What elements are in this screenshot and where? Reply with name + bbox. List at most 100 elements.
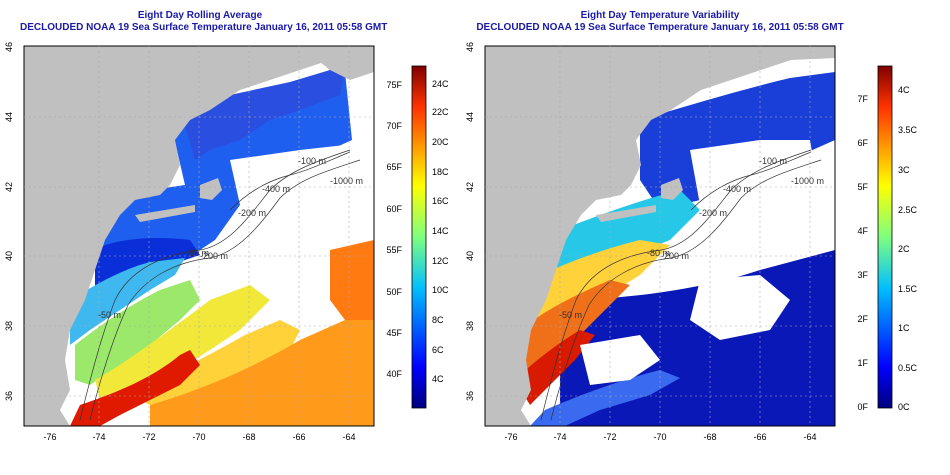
right-cbar-f-label: 2F (857, 314, 868, 324)
right-x-tick: -76 (504, 432, 517, 442)
right-land-cape-cod (661, 178, 683, 200)
right-ocean-blank-2 (690, 275, 790, 340)
right-x-axis: -76 -74 -72 -70 -68 -66 -64 (504, 432, 816, 442)
left-cbar-c-label: 8C (432, 315, 444, 325)
left-x-tick: -66 (292, 432, 305, 442)
right-cbar-c-label: 4C (898, 85, 910, 95)
left-contour-label-100: -100 m (298, 156, 326, 166)
right-land-long-island (596, 205, 656, 222)
right-cbar-f-label: 4F (857, 226, 868, 236)
right-x-tick: -64 (803, 432, 816, 442)
left-ocean-blank (230, 145, 352, 260)
left-title-line2: DECLOUDED NOAA 19 Sea Surface Temperatur… (20, 22, 388, 33)
right-cbar-f-label: 3F (857, 270, 868, 280)
right-contour-label-1000: -1000 m (791, 176, 824, 186)
left-map-title: Eight Day Rolling Average DECLOUDED NOAA… (20, 10, 388, 34)
right-x-tick: -74 (553, 432, 566, 442)
right-y-axis: 46 44 42 40 38 36 (465, 42, 475, 401)
right-y-tick: 46 (465, 42, 475, 52)
right-cbar-f-label: 0F (857, 402, 868, 412)
right-cbar-f-label: 1F (857, 358, 868, 368)
left-cbar-c-label: 10C (432, 285, 449, 295)
left-y-tick: 36 (4, 391, 14, 401)
right-x-tick: -66 (753, 432, 766, 442)
right-title-line1: Eight Day Temperature Variability (580, 10, 740, 21)
left-colorbar-f-labels: 75F 70F 65F 60F 55F 50F 45F 40F (386, 80, 402, 379)
left-y-tick: 42 (4, 182, 14, 192)
right-map-title: Eight Day Temperature Variability DECLOU… (475, 10, 845, 34)
left-graticule (24, 46, 374, 426)
left-contour-label-80: -80 m (186, 248, 209, 258)
right-land-coast (485, 46, 835, 426)
left-title-line1: Eight Day Rolling Average (137, 10, 263, 21)
left-cbar-f-label: 60F (386, 204, 402, 214)
left-sst-gulf-stream (70, 350, 200, 426)
left-land-long-island (135, 205, 195, 222)
left-x-tick: -70 (192, 432, 205, 442)
left-contour-1 (79, 149, 351, 421)
right-y-tick: 42 (465, 182, 475, 192)
left-land-cape-cod (200, 178, 222, 200)
right-cbar-c-label: 2C (898, 244, 910, 254)
left-x-tick: -72 (142, 432, 155, 442)
left-colorbar (411, 65, 427, 409)
left-contour-label-1000: -1000 m (330, 176, 363, 186)
right-ocean-blank-1 (690, 140, 820, 260)
left-sst-outer-shelf (75, 280, 200, 385)
right-contour-label-50: -50 m (559, 310, 582, 320)
left-y-tick: 46 (4, 42, 14, 52)
right-cbar-c-label: 2.5C (898, 205, 918, 215)
left-cbar-c-label: 12C (432, 256, 449, 266)
left-colorbar-c-labels: 24C 22C 20C 18C 16C 14C 12C 10C 8C 6C 4C (432, 79, 449, 384)
right-title-line2: DECLOUDED NOAA 19 Sea Surface Temperatur… (476, 22, 844, 33)
left-contour-3 (229, 151, 351, 211)
left-x-tick: -76 (43, 432, 56, 442)
left-cbar-f-label: 75F (386, 80, 402, 90)
right-contour-labels: -100 m -1000 m -400 m -200 m -80 m -50 m… (559, 156, 824, 320)
right-y-tick: 44 (465, 112, 475, 122)
right-y-tick: 36 (465, 391, 475, 401)
right-colorbar (877, 65, 893, 409)
left-x-tick: -64 (342, 432, 355, 442)
right-contour-label-80: -80 m (647, 248, 670, 258)
left-sst-warm-east (330, 240, 374, 320)
right-cbar-f-label: 6F (857, 138, 868, 148)
left-sst-slope (95, 285, 270, 400)
left-contour-labels: -100 m -1000 m -400 m -200 m -80 m -50 m… (98, 156, 363, 320)
right-cbar-c-label: 0.5C (898, 363, 918, 373)
left-y-tick: 38 (4, 321, 14, 331)
left-cbar-c-label: 16C (432, 196, 449, 206)
right-y-tick: 40 (465, 251, 475, 261)
right-contour-2 (550, 159, 822, 421)
left-cbar-c-label: 4C (432, 374, 444, 384)
left-cbar-c-label: 14C (432, 226, 449, 236)
right-cbar-c-label: 3.5C (898, 125, 918, 135)
left-contour-label-400: -400 m (262, 184, 290, 194)
right-x-tick: -70 (653, 432, 666, 442)
right-cbar-c-label: 3C (898, 165, 910, 175)
left-cbar-c-label: 18C (432, 167, 449, 177)
left-cbar-c-label: 24C (432, 79, 449, 89)
right-y-tick: 38 (465, 321, 475, 331)
right-var-low-north (640, 72, 835, 210)
left-y-tick: 40 (4, 251, 14, 261)
left-contour-label-200b: -200 m (200, 251, 228, 261)
left-x-tick: -74 (92, 432, 105, 442)
right-colorbar-f-labels: 7F 6F 5F 4F 3F 2F 1F 0F (857, 94, 868, 412)
left-cbar-f-label: 40F (386, 369, 402, 379)
left-y-axis: 46 44 42 40 38 36 (4, 42, 14, 401)
right-cbar-f-label: 5F (857, 182, 868, 192)
left-cbar-f-label: 50F (386, 287, 402, 297)
left-cbar-f-label: 70F (386, 121, 402, 131)
left-sst-mid-shelf (70, 258, 185, 345)
left-cbar-c-label: 20C (432, 137, 449, 147)
left-sst-gulf-maine (180, 70, 345, 160)
left-sst-warm-offshore (150, 310, 374, 426)
right-contour-3 (690, 151, 812, 211)
left-contour-label-200a: -200 m (238, 208, 266, 218)
right-cbar-f-label: 7F (857, 94, 868, 104)
right-graticule (485, 46, 835, 426)
left-contour-2 (89, 159, 361, 421)
right-cbar-c-label: 0C (898, 402, 910, 412)
